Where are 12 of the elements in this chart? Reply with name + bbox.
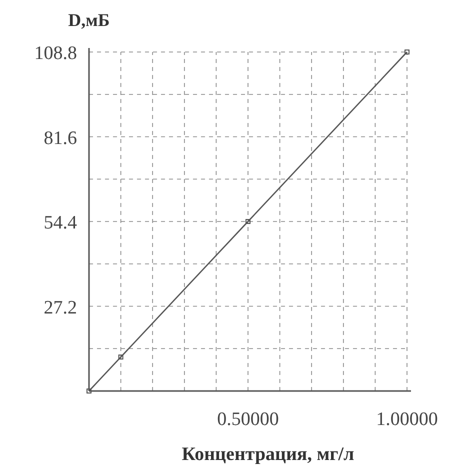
x-tick-label: 0.50000 xyxy=(217,409,279,430)
point xyxy=(246,219,250,224)
point xyxy=(118,354,124,360)
y-tick-label: 108.8 xyxy=(34,43,77,64)
point xyxy=(404,50,410,54)
x-tick-label: 1.00000 xyxy=(376,409,438,430)
x-axis-title: Концентрация, мг/л xyxy=(182,444,355,465)
point xyxy=(86,388,92,394)
y-tick-label: 81.6 xyxy=(44,128,77,149)
y-tick-label: 27.2 xyxy=(44,297,77,318)
y-axis-title: D,мБ xyxy=(68,10,110,30)
y-tick-label: 54.4 xyxy=(44,212,78,234)
